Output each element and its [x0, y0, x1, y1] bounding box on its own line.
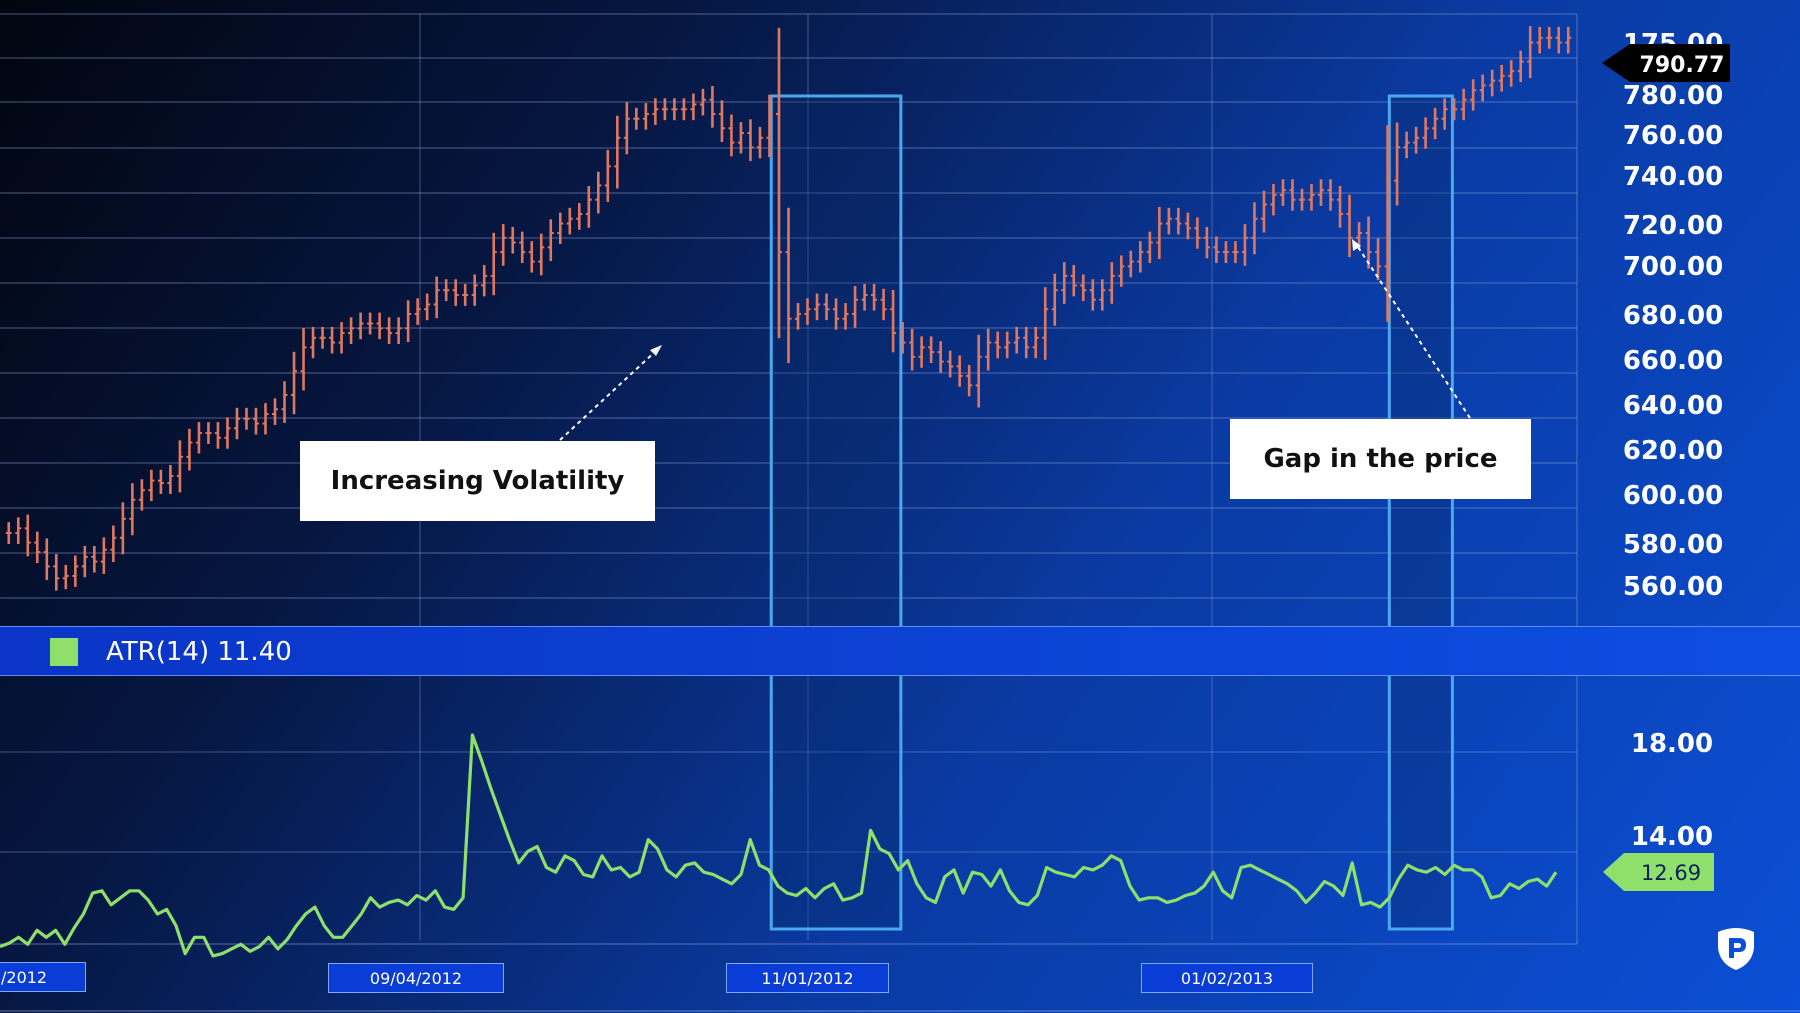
atr-panel-header	[0, 626, 1800, 676]
arrow-line-right	[1355, 243, 1471, 419]
arrowhead-right	[1352, 239, 1361, 251]
atr-legend: ATR(14) 11.40	[50, 637, 292, 667]
atr-legend-label: ATR(14) 11.40	[106, 637, 292, 667]
price-axis-tick: 560.00	[1623, 572, 1723, 602]
atr-legend-swatch	[50, 638, 78, 666]
current-atr-marker: 12.69	[1603, 853, 1714, 891]
price-axis-tick: 600.00	[1623, 481, 1723, 511]
price-axis-tick: 780.00	[1623, 81, 1723, 111]
date-label-4: 01/02/2013	[1141, 963, 1313, 993]
atr-marker-value: 12.69	[1641, 861, 1701, 885]
atr-axis: 18.00 14.00	[1631, 729, 1713, 852]
price-axis-tick: 640.00	[1623, 391, 1723, 421]
p-shield-logo-icon	[1712, 924, 1760, 977]
atr-axis-tick: 14.00	[1631, 822, 1713, 852]
atr-series	[0, 733, 1558, 958]
price-axis-tick: 680.00	[1623, 301, 1723, 331]
price-axis-tick: 720.00	[1623, 211, 1723, 241]
callout-gap-in-price: Gap in the price	[1230, 419, 1531, 499]
price-marker-shape	[1602, 44, 1730, 82]
date-label-3: 11/01/2012	[726, 963, 889, 993]
price-axis-tick: 700.00	[1623, 252, 1723, 282]
price-axis-tick: 620.00	[1623, 436, 1723, 466]
price-series	[5, 26, 1572, 591]
date-label-2: 09/04/2012	[328, 963, 504, 993]
callout-increasing-volatility: Increasing Volatility	[300, 441, 655, 521]
volatility-window	[769, 94, 903, 931]
grid	[0, 13, 1800, 1012]
price-marker-value: 790.77	[1640, 53, 1725, 78]
price-axis-tick: 580.00	[1623, 530, 1723, 560]
volatility-highlights	[769, 94, 1454, 931]
price-axis-tick: 760.00	[1623, 121, 1723, 151]
date-label-1: /2012	[0, 962, 86, 992]
atr-line	[0, 733, 1558, 958]
price-axis-tick: 740.00	[1623, 162, 1723, 192]
annotation-arrows	[559, 239, 1471, 441]
current-price-marker: 790.77	[1602, 44, 1730, 82]
volatility-window	[1387, 94, 1454, 931]
atr-marker-shape	[1603, 853, 1714, 891]
arrow-line-left	[559, 348, 659, 441]
price-axis: 175.00780.00760.00740.00720.00700.00680.…	[1623, 29, 1723, 602]
arrowhead-left	[650, 345, 662, 356]
price-axis-tick: 660.00	[1623, 346, 1723, 376]
atr-axis-tick: 18.00	[1631, 729, 1713, 759]
